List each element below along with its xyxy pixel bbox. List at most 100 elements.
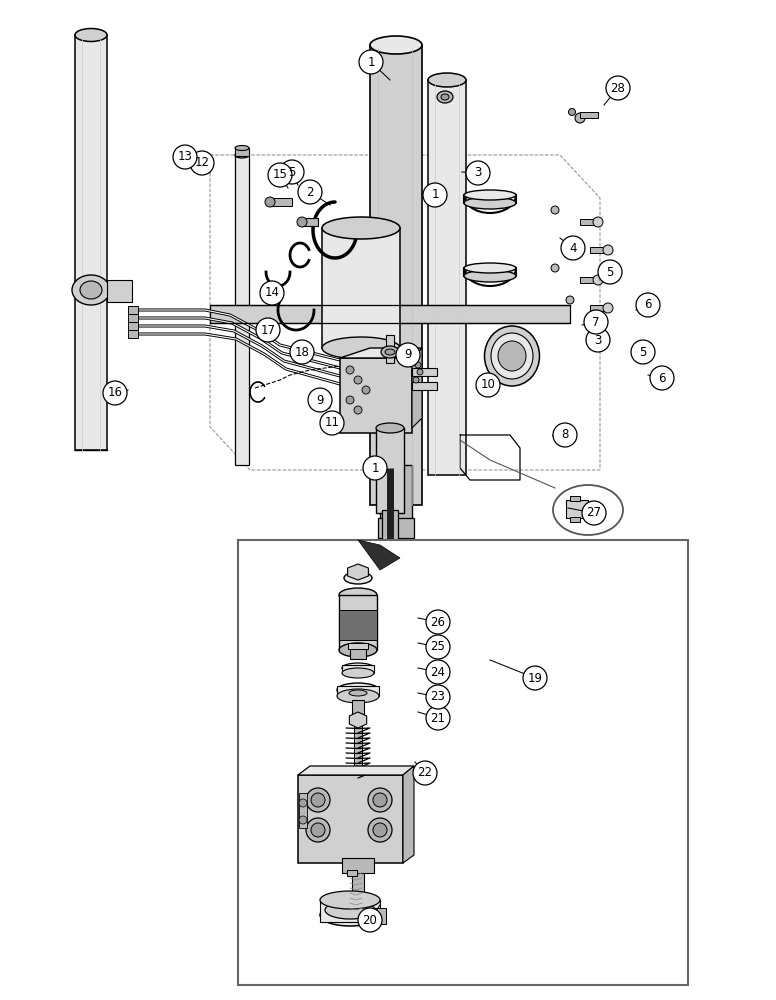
Bar [580,219,598,225]
Bar [322,228,400,348]
Ellipse shape [80,281,102,299]
Text: 26: 26 [431,615,445,629]
Ellipse shape [441,94,449,100]
Bar [376,428,404,513]
Bar [412,382,437,390]
Circle shape [190,151,214,175]
Bar [342,665,374,673]
Circle shape [413,761,437,785]
Circle shape [173,145,197,169]
Circle shape [636,293,660,317]
Text: 3: 3 [594,334,601,347]
Bar [107,280,132,302]
Text: 19: 19 [528,672,542,684]
Ellipse shape [498,341,526,371]
Bar [352,872,364,910]
Circle shape [603,245,613,255]
Ellipse shape [75,28,107,41]
Bar [412,368,437,376]
Bar [235,148,249,156]
Ellipse shape [339,588,377,602]
Ellipse shape [437,91,453,103]
Circle shape [593,275,603,285]
Ellipse shape [370,36,422,54]
Ellipse shape [235,152,249,158]
Polygon shape [412,348,422,428]
Circle shape [426,685,450,709]
Text: 9: 9 [317,393,324,406]
Circle shape [311,793,325,807]
Text: 21: 21 [431,712,445,724]
Bar [75,35,107,450]
Bar [580,112,598,118]
Text: 8: 8 [561,428,569,442]
Circle shape [413,377,419,383]
Polygon shape [340,348,422,358]
Ellipse shape [464,197,516,209]
Bar [348,643,368,649]
Ellipse shape [337,683,379,697]
Circle shape [103,381,127,405]
Text: 10: 10 [480,378,495,391]
Circle shape [368,788,392,812]
Circle shape [363,456,387,480]
Ellipse shape [344,572,372,584]
Polygon shape [403,766,414,863]
Bar [382,510,398,550]
Text: 3: 3 [474,166,482,180]
Ellipse shape [553,485,623,535]
Circle shape [368,818,392,842]
Bar [210,305,570,323]
Bar [238,540,688,985]
Text: 6: 6 [658,371,666,384]
Bar [128,314,138,322]
Bar [320,900,380,922]
Text: 22: 22 [417,766,432,780]
Bar [128,330,138,338]
Circle shape [298,180,322,204]
Circle shape [650,366,674,390]
Text: 9: 9 [404,349,412,361]
Text: 1: 1 [431,188,438,202]
Circle shape [523,666,547,690]
Bar [590,305,608,311]
Text: 5: 5 [639,346,646,359]
Ellipse shape [348,568,368,576]
Bar [352,700,364,718]
Text: 2: 2 [307,186,314,198]
Circle shape [593,217,603,227]
Bar [570,517,580,522]
Ellipse shape [339,643,377,657]
Ellipse shape [376,423,404,433]
Bar [128,322,138,330]
Ellipse shape [484,326,539,386]
Circle shape [373,823,387,837]
Circle shape [299,799,307,807]
Bar [302,218,318,226]
Text: 16: 16 [108,386,123,399]
Bar [374,908,386,924]
Circle shape [290,340,314,364]
Circle shape [631,340,655,364]
Circle shape [551,206,559,214]
Circle shape [586,328,610,352]
Circle shape [426,610,450,634]
Circle shape [280,160,304,184]
Bar [380,465,412,520]
Circle shape [346,396,354,404]
Bar [340,358,412,433]
Bar [580,277,598,283]
Circle shape [426,635,450,659]
Bar [298,775,403,863]
Bar [342,858,374,873]
Circle shape [354,406,362,414]
Circle shape [308,388,332,412]
Text: 27: 27 [587,506,601,520]
Circle shape [417,369,423,375]
Ellipse shape [72,275,110,305]
Ellipse shape [464,263,516,273]
Ellipse shape [322,337,400,359]
Circle shape [566,296,574,304]
Text: 4: 4 [570,241,577,254]
Bar [337,686,379,696]
